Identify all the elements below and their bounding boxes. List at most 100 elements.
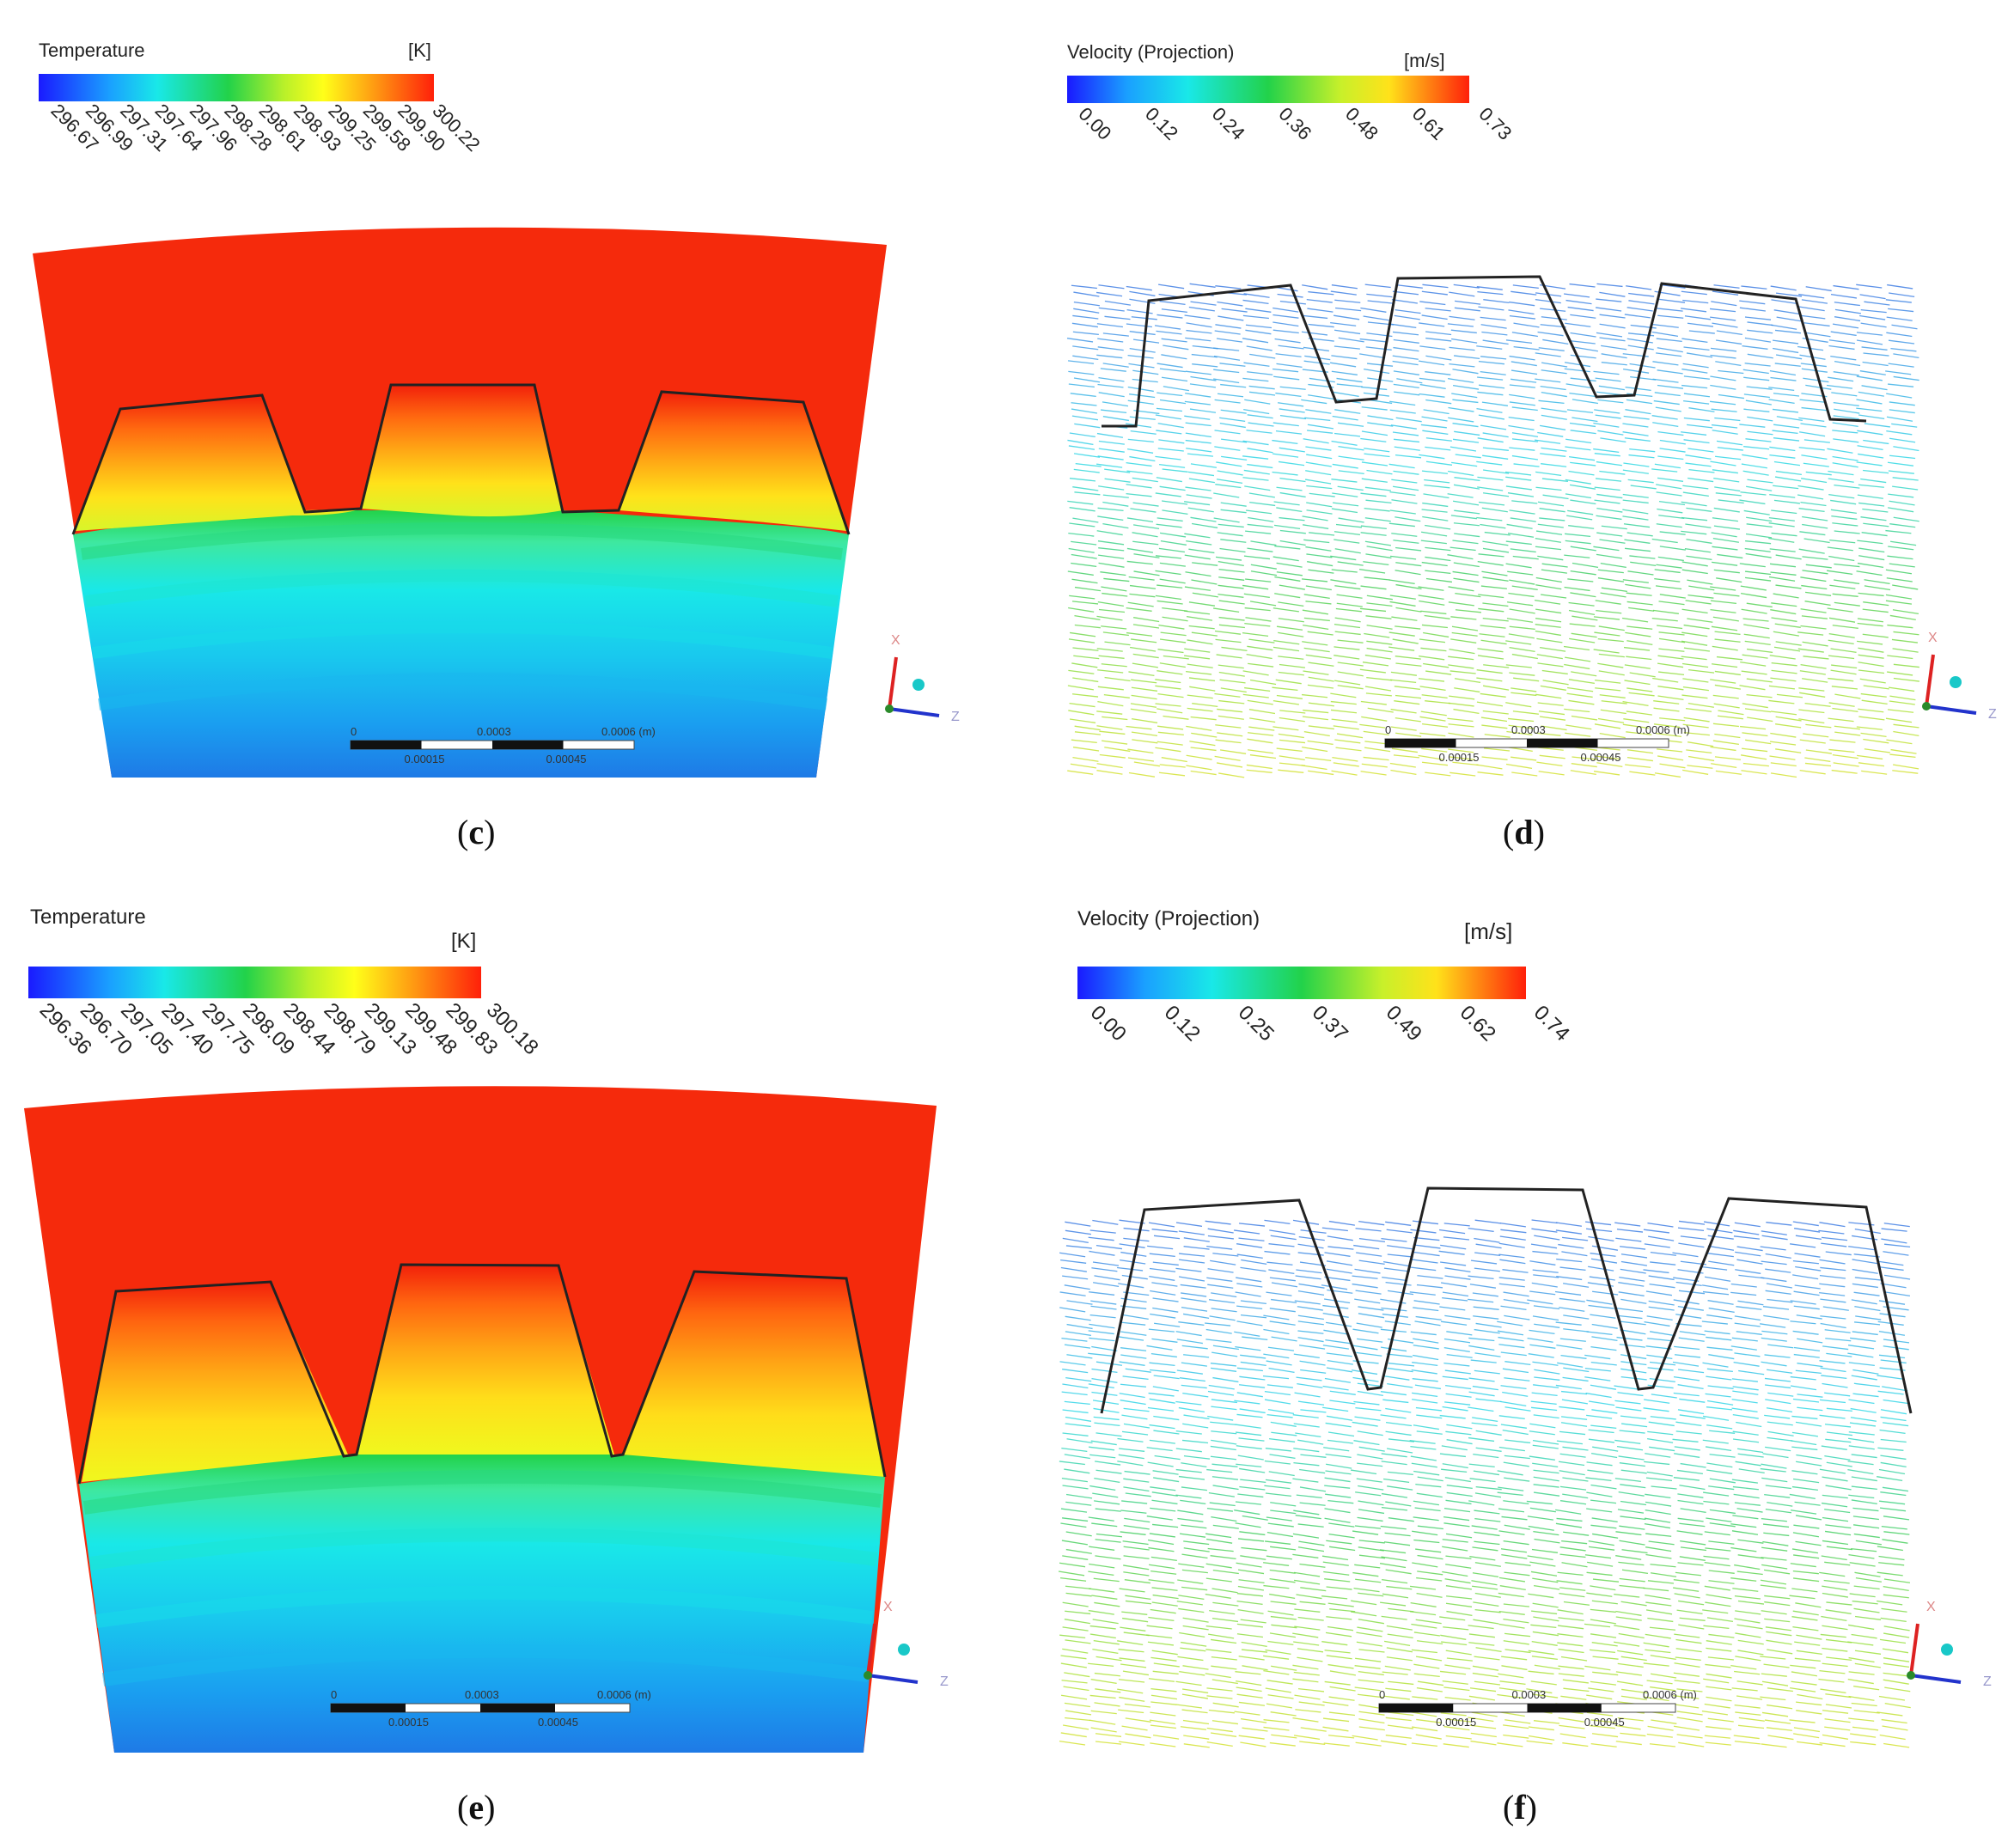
- velocity-vector: [1773, 437, 1800, 442]
- velocity-vector: [1794, 1657, 1821, 1662]
- velocity-vector: [1688, 330, 1715, 334]
- velocity-vector: [1130, 430, 1157, 435]
- velocity-vector: [1851, 1299, 1877, 1305]
- velocity-vector: [1659, 531, 1686, 535]
- velocity-vector: [1358, 1679, 1384, 1684]
- velocity-vector: [1090, 1440, 1117, 1446]
- velocity-vector: [1267, 1694, 1294, 1699]
- velocity-vector: [1330, 579, 1357, 585]
- velocity-vector: [1498, 1592, 1524, 1598]
- velocity-vector: [1677, 1517, 1704, 1522]
- velocity-vector: [1716, 440, 1743, 446]
- velocity-vector: [1528, 1670, 1554, 1675]
- velocity-vector: [1120, 1331, 1147, 1336]
- velocity-vector: [1218, 315, 1244, 321]
- velocity-vector: [1861, 699, 1888, 704]
- velocity-vector: [1596, 460, 1622, 467]
- velocity-vector: [1059, 1741, 1086, 1746]
- velocity-vector: [1117, 1640, 1144, 1645]
- velocity-vector: [1178, 1595, 1205, 1601]
- velocity-vector: [1775, 748, 1802, 753]
- velocity-vector: [1825, 1251, 1852, 1256]
- velocity-vector: [1476, 764, 1503, 770]
- velocity-vector: [1834, 579, 1860, 585]
- velocity-vector: [1214, 330, 1241, 335]
- velocity-vector: [1853, 1291, 1880, 1296]
- velocity-vector: [1511, 500, 1538, 504]
- velocity-vector: [1477, 290, 1504, 296]
- velocity-vector: [1387, 1724, 1414, 1729]
- tooth-3: [619, 392, 846, 531]
- velocity-vector: [1497, 1470, 1523, 1476]
- velocity-vector: [1069, 718, 1096, 723]
- velocity-vector: [1686, 352, 1713, 358]
- velocity-vector: [1597, 717, 1625, 723]
- velocity-vector: [1622, 515, 1649, 521]
- velocity-vector: [1714, 670, 1741, 676]
- velocity-vector: [1268, 1243, 1295, 1247]
- velocity-vector: [1355, 1578, 1382, 1583]
- velocity-vector: [1882, 1648, 1909, 1654]
- velocity-vector: [1151, 1601, 1178, 1607]
- velocity-vector: [1446, 1331, 1473, 1336]
- velocity-vector: [1324, 1252, 1351, 1257]
- velocity-vector: [1182, 1392, 1209, 1398]
- velocity-vector: [1601, 525, 1627, 530]
- velocity-vector: [1736, 1695, 1763, 1700]
- velocity-vector: [1614, 1625, 1640, 1631]
- velocity-vector: [1129, 584, 1157, 589]
- velocity-vector: [1299, 1486, 1327, 1492]
- velocity-vector: [1323, 1742, 1350, 1747]
- velocity-vector: [1829, 584, 1856, 589]
- velocity-vector: [1071, 415, 1099, 421]
- velocity-vector: [1707, 1253, 1734, 1258]
- velocity-vector: [1412, 1562, 1438, 1568]
- velocity-vector: [1059, 1252, 1086, 1258]
- velocity-vector: [1892, 584, 1919, 590]
- velocity-vector: [1381, 1556, 1407, 1562]
- velocity-vector: [1322, 1406, 1349, 1412]
- velocity-vector: [1624, 314, 1651, 319]
- velocity-vector: [1770, 762, 1797, 767]
- velocity-vector: [1630, 375, 1657, 381]
- velocity-vector: [1156, 477, 1182, 483]
- colorbar-tick-label: 0.74: [1529, 1001, 1574, 1046]
- velocity-vector: [1303, 647, 1330, 653]
- velocity-vector: [1743, 624, 1770, 630]
- velocity-vector: [1100, 571, 1126, 576]
- velocity-vector: [1269, 1569, 1296, 1574]
- velocity-vector: [1355, 1741, 1382, 1747]
- velocity-vector: [1765, 1485, 1791, 1490]
- velocity-vector: [1240, 1741, 1266, 1747]
- axis-x-label: X: [1926, 1600, 1936, 1614]
- velocity-vector: [1270, 1421, 1297, 1427]
- velocity-vector: [1446, 1491, 1473, 1497]
- velocity-vector: [1184, 533, 1211, 539]
- velocity-vector: [1326, 1367, 1353, 1373]
- velocity-vector: [1769, 548, 1796, 552]
- velocity-vector: [1535, 608, 1562, 614]
- velocity-vector: [1686, 507, 1712, 512]
- velocity-vector: [1851, 1476, 1877, 1482]
- velocity-vector: [1175, 1680, 1202, 1686]
- velocity-vector: [1716, 577, 1742, 583]
- velocity-vector: [1069, 432, 1095, 438]
- velocity-vector: [1212, 1702, 1239, 1708]
- velocity-vector: [1326, 1268, 1352, 1274]
- velocity-vector: [1681, 384, 1708, 389]
- temperature-colorbar: [28, 967, 481, 998]
- velocity-vector: [1649, 1378, 1675, 1383]
- velocity-vector: [1863, 601, 1889, 607]
- velocity-vector: [1359, 338, 1386, 343]
- velocity-vector: [1357, 1338, 1383, 1343]
- velocity-vector: [1065, 1585, 1092, 1590]
- velocity-vector: [1712, 517, 1739, 522]
- velocity-vector: [1596, 762, 1623, 767]
- velocity-vector: [1163, 655, 1189, 660]
- velocity-vector: [1263, 1670, 1290, 1675]
- velocity-vector: [1445, 1430, 1472, 1436]
- velocity-vector: [1419, 600, 1445, 606]
- velocity-vector: [1176, 1339, 1203, 1345]
- velocity-vector: [1158, 284, 1185, 290]
- velocity-vector: [1150, 1742, 1176, 1747]
